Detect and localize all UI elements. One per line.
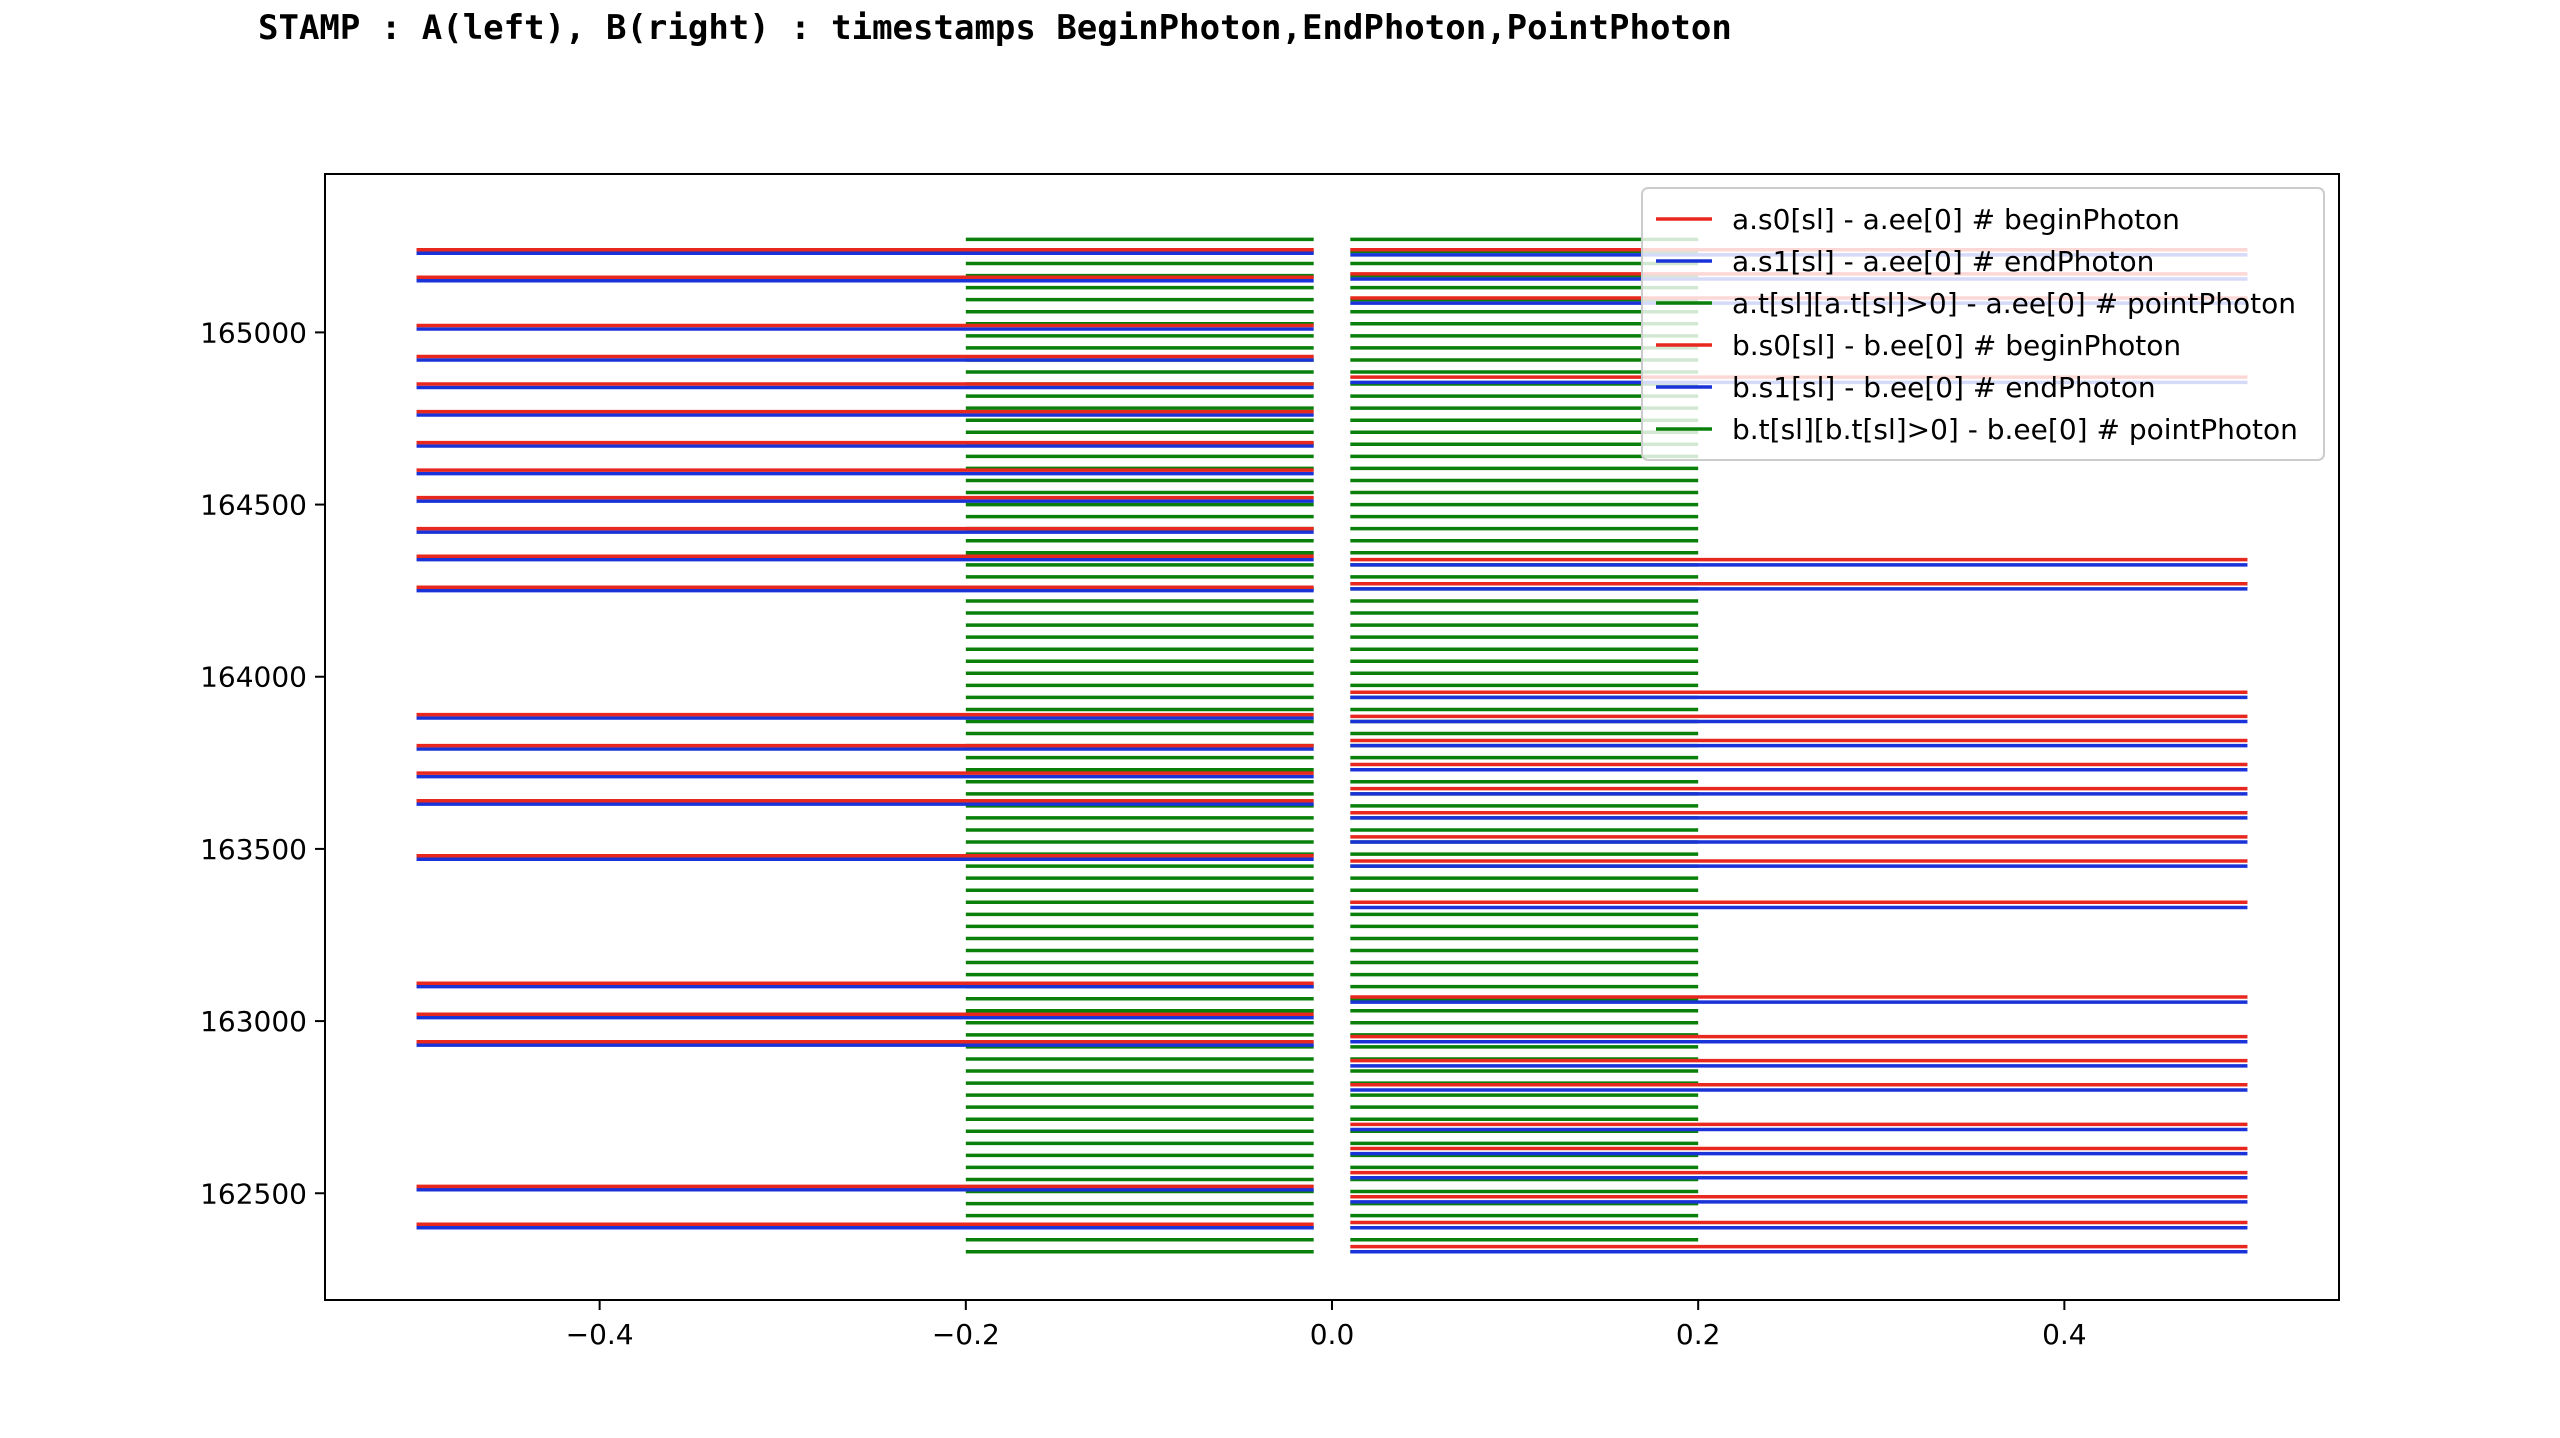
legend-box [1641,187,2325,461]
series-0 [416,248,1314,1226]
y-tick-label: 165000 [200,316,307,349]
legend-entry: a.s1[sl] - a.ee[0] # endPhoton [1732,245,2154,278]
x-tick-label: 0.2 [1676,1318,1721,1351]
legend-entry: b.s0[sl] - b.ee[0] # beginPhoton [1732,329,2181,362]
x-tick-label: −0.2 [932,1318,1000,1351]
x-axis: −0.4 −0.2 0.0 0.2 0.4 [566,1300,2087,1351]
legend-entry: b.s1[sl] - b.ee[0] # endPhoton [1732,371,2156,404]
x-tick-label: 0.0 [1310,1318,1355,1351]
legend: a.s0[sl] - a.ee[0] # beginPhoton a.s1[sl]… [1641,187,2325,461]
y-tick-label: 163000 [200,1005,307,1038]
y-tick-label: 162500 [200,1177,307,1210]
y-tick-label: 163500 [200,833,307,866]
chart-title: STAMP : A(left), B(right) : timestamps B… [258,8,1732,48]
legend-entry: a.t[sl][a.t[sl]>0] - a.ee[0] # pointPhot… [1732,287,2296,320]
y-axis: 162500 163000 163500 164000 164500 165000 [200,316,325,1210]
y-tick-label: 164000 [200,661,307,694]
x-tick-label: −0.4 [566,1318,634,1351]
x-tick-label: 0.4 [2042,1318,2087,1351]
legend-entry: b.t[sl][b.t[sl]>0] - b.ee[0] # pointPhot… [1732,413,2298,446]
series-1 [416,251,1314,1230]
legend-entry: a.s0[sl] - a.ee[0] # beginPhoton [1732,203,2180,236]
y-tick-label: 164500 [200,489,307,522]
